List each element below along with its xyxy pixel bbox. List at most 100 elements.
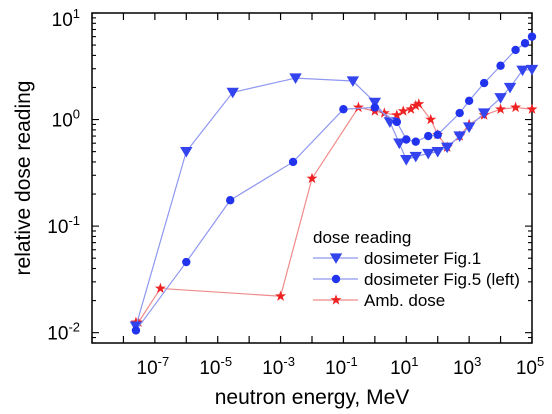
series-line xyxy=(135,103,533,323)
x-tick-label-exponent: -1 xyxy=(346,354,358,369)
legend-item: dosimeter Fig.5 (left) xyxy=(313,270,520,289)
y-tick-label-exponent: -2 xyxy=(68,320,80,335)
data-point xyxy=(397,105,409,116)
data-point xyxy=(378,107,390,118)
x-tick-label-base: 10 xyxy=(516,358,537,379)
x-tick-label: 10-3 xyxy=(262,354,295,379)
data-point xyxy=(422,148,435,160)
x-tick-label: 10-7 xyxy=(137,354,170,379)
data-point xyxy=(495,103,507,114)
data-point xyxy=(409,151,422,163)
ticks xyxy=(91,12,533,344)
data-point xyxy=(525,64,539,76)
x-tick-label-base: 10 xyxy=(325,358,346,379)
data-point xyxy=(453,131,466,142)
data-point xyxy=(494,93,507,104)
data-point xyxy=(503,82,517,94)
y-tick-label-exponent: 0 xyxy=(73,107,80,122)
data-point xyxy=(433,130,442,139)
y-tick-label-base: 10 xyxy=(52,10,73,31)
data-point xyxy=(526,103,538,114)
data-point xyxy=(180,146,193,158)
data-point xyxy=(520,39,530,48)
data-point xyxy=(413,98,425,109)
data-point xyxy=(346,76,360,87)
data-point xyxy=(226,196,235,205)
legend-item: dosimeter Fig.1 xyxy=(313,249,481,268)
series-line xyxy=(135,68,533,327)
data-point xyxy=(182,257,191,267)
series-1 xyxy=(131,32,537,335)
data-point xyxy=(306,172,318,184)
y-tick-label-exponent: 1 xyxy=(73,6,80,21)
y-tick-label-exponent: -1 xyxy=(68,213,80,228)
data-point xyxy=(393,138,406,150)
x-tick-label-base: 10 xyxy=(199,358,220,379)
x-tick-label: 101 xyxy=(390,354,418,379)
y-tick-label-base: 10 xyxy=(52,111,73,132)
x-tick-label: 103 xyxy=(453,354,481,379)
series-2 xyxy=(130,98,538,327)
data-point xyxy=(464,96,474,105)
data-point xyxy=(289,73,302,84)
data-point xyxy=(405,103,417,114)
data-point xyxy=(331,274,341,284)
x-tick-label-exponent: -7 xyxy=(158,354,170,369)
x-tick-label-base: 10 xyxy=(137,358,158,379)
data-point xyxy=(462,122,476,133)
data-point xyxy=(330,294,342,305)
data-point xyxy=(510,101,522,113)
x-tick-label-base: 10 xyxy=(390,358,411,379)
x-tick-label: 10-1 xyxy=(325,354,358,379)
data-point xyxy=(288,157,298,167)
data-point xyxy=(511,45,520,55)
y-tick-label-base: 10 xyxy=(47,324,68,345)
data-point xyxy=(496,61,505,70)
data-point xyxy=(131,326,141,335)
y-tick-label-base: 10 xyxy=(47,217,68,238)
data-point xyxy=(477,108,491,119)
data-point xyxy=(479,78,489,88)
y-tick-label: 101 xyxy=(52,6,80,31)
y-tick-label: 10-2 xyxy=(47,320,80,345)
data-point xyxy=(400,155,413,166)
x-tick-label-exponent: 1 xyxy=(411,354,418,369)
x-tick-label-base: 10 xyxy=(453,358,474,379)
x-axis-label: neutron energy, MeV xyxy=(215,386,410,409)
legend-title: dose reading xyxy=(313,228,411,247)
x-tick-label: 10-5 xyxy=(199,354,232,379)
data-point xyxy=(411,137,420,146)
legend-label: dosimeter Fig.1 xyxy=(364,249,481,268)
y-tick-label: 100 xyxy=(52,107,80,132)
x-tick-label-base: 10 xyxy=(262,358,283,379)
legend-label: Amb. dose xyxy=(364,291,445,310)
data-point xyxy=(392,117,402,127)
data-point xyxy=(527,32,537,41)
legend-item: Amb. dose xyxy=(313,291,445,310)
data-point xyxy=(226,87,239,99)
data-point xyxy=(391,109,403,120)
data-point xyxy=(352,101,364,113)
data-point xyxy=(455,108,464,118)
y-axis-label: relative dose reading xyxy=(12,81,35,276)
legend-items: dosimeter Fig.1 dosimeter Fig.5 (left) Amb… xyxy=(313,249,520,310)
data-point xyxy=(431,146,444,158)
y-tick-label: 10-1 xyxy=(47,213,80,238)
x-tick-label: 105 xyxy=(516,354,544,379)
series-layer xyxy=(129,32,539,335)
data-point xyxy=(368,97,382,109)
x-tick-label-exponent: -5 xyxy=(221,354,233,369)
data-point xyxy=(440,142,454,154)
data-point xyxy=(370,103,380,112)
x-tick-label-exponent: 5 xyxy=(537,354,544,369)
data-point xyxy=(154,282,166,294)
data-point xyxy=(275,290,287,301)
legend-label: dosimeter Fig.5 (left) xyxy=(364,270,520,289)
data-point xyxy=(339,105,348,114)
data-point xyxy=(410,99,422,111)
series-0 xyxy=(129,64,539,333)
x-tick-label-exponent: -3 xyxy=(283,354,295,369)
